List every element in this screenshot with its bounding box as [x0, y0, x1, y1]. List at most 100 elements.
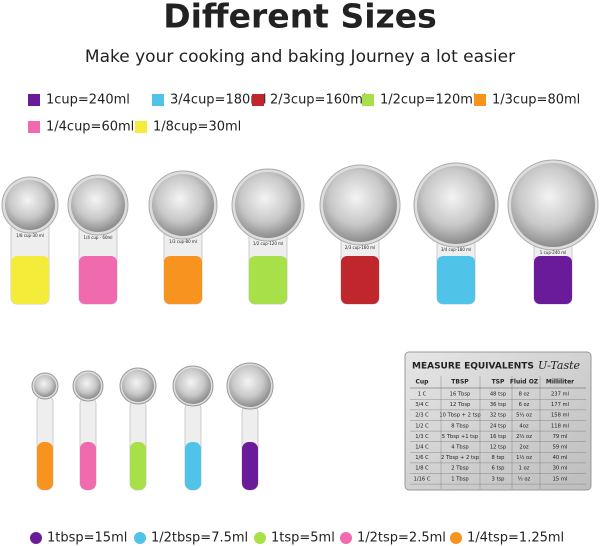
- table-cell: 8 oz: [519, 392, 530, 398]
- title: Different Sizes: [163, 0, 437, 36]
- table-cell: 10 Tbsp + 2 tsp: [439, 413, 481, 419]
- table-cell: 2/3 C: [415, 413, 429, 419]
- table-cell: 30 ml: [553, 466, 568, 472]
- spoon-grip: [130, 442, 146, 490]
- table-cell: 48 tsp: [490, 392, 507, 398]
- legend-dot: [450, 532, 462, 544]
- table-cell: 12 Tbsp: [450, 402, 471, 408]
- subtitle: Make your cooking and baking Journey a l…: [85, 47, 515, 67]
- legend-label: 1/4cup=60ml: [46, 120, 134, 135]
- table-cell: 16 tsp: [490, 434, 507, 440]
- table-plate: [404, 351, 592, 491]
- legend-swatch: [474, 94, 486, 106]
- cup-engraving: 1/3 cup-80 ml: [169, 239, 197, 244]
- cup-engraving: 3/4 cup-180 ml: [441, 247, 471, 252]
- table-cell: 1/16 C: [414, 476, 431, 482]
- table-cell: 2 Tbsp + 2 tsp: [441, 455, 480, 461]
- legend-label: 1/2cup=120ml: [380, 93, 477, 108]
- spoon-bowl: [122, 370, 154, 402]
- table-brand: U-Taste: [538, 359, 581, 372]
- legend-label: 3/4cup=180ml: [170, 93, 267, 108]
- table-cell: 6 tsp: [492, 466, 506, 472]
- legend-label: 1cup=240ml: [46, 93, 130, 108]
- cup-engraving: 1 cup-240 ml: [540, 250, 566, 255]
- cup-bowl: [71, 178, 125, 232]
- legend-label: 1/2tsp=2.5ml: [357, 531, 446, 546]
- table-cell: 8 tsp: [492, 455, 506, 461]
- cup-grip: [341, 256, 379, 304]
- table-header: TBSP: [451, 379, 469, 386]
- legend-swatch: [28, 121, 40, 133]
- table-header: Milliliter: [546, 379, 574, 386]
- cup-engraving: 1/8 cup-30 ml: [16, 233, 44, 238]
- table-cell: 59 ml: [553, 445, 568, 451]
- legend-swatch: [28, 94, 40, 106]
- spoon-bowl: [75, 373, 101, 399]
- table-cell: ½ oz: [518, 475, 531, 482]
- table-cell: 5⅓ oz: [516, 413, 532, 419]
- legend-dot: [254, 532, 266, 544]
- table-cell: 237 ml: [551, 392, 569, 398]
- spoon-grip: [37, 442, 53, 490]
- table-cell: 1/2 C: [415, 423, 429, 429]
- legend-swatch: [152, 94, 164, 106]
- cup-bowl: [417, 166, 495, 244]
- table-cell: 6 oz: [519, 402, 530, 408]
- spoon-bowl: [175, 368, 211, 404]
- spoon-grip: [80, 442, 96, 490]
- legend-label: 1/8cup=30ml: [153, 120, 241, 135]
- table-cell: 2⅔ oz: [516, 434, 532, 440]
- cup-grip: [79, 256, 117, 304]
- table-title: MEASURE EQUIVALENTS: [412, 362, 534, 372]
- legend-label: 1tsp=5ml: [271, 531, 335, 546]
- table-header: Fluid OZ: [510, 379, 539, 386]
- table-cell: 1 oz: [519, 466, 530, 472]
- cup-engraving: 1/2 cup-120 ml: [253, 241, 283, 246]
- cup-engraving: 1/4 cup - 60ml: [83, 235, 112, 240]
- table-cell: 177 ml: [551, 402, 569, 408]
- spoon-grip: [185, 442, 201, 490]
- legend-dot: [340, 532, 352, 544]
- table-cell: 1/8 C: [415, 466, 429, 472]
- table-cell: 15 ml: [553, 476, 568, 482]
- table-cell: 36 tsp: [490, 402, 507, 408]
- table-cell: 79 ml: [553, 434, 568, 440]
- cup-grip: [437, 256, 475, 304]
- table-cell: 12 tsp: [490, 445, 507, 451]
- legend-label: 2/3cup=160ml: [270, 93, 367, 108]
- table-cell: 2oz: [519, 445, 528, 451]
- table-cell: 1/6 C: [415, 455, 429, 461]
- table-header: Cup: [416, 379, 430, 386]
- legend-label: 1/2tbsp=7.5ml: [151, 531, 248, 546]
- spoon-grip: [242, 442, 258, 490]
- table-cell: 118 ml: [551, 423, 569, 429]
- table-cell: 4 Tbsp: [451, 445, 469, 451]
- table-cell: 1/3 C: [415, 434, 429, 440]
- legend-label: 1/3cup=80ml: [492, 93, 580, 108]
- legend-swatch: [362, 94, 374, 106]
- legend-dot: [30, 532, 42, 544]
- cup-grip: [249, 256, 287, 304]
- cup-grip: [164, 256, 202, 304]
- cup-bowl: [152, 174, 214, 236]
- table-cell: 24 tsp: [490, 423, 507, 429]
- legend-label: 1/4tsp=1.25ml: [467, 531, 564, 546]
- cup-bowl: [511, 163, 595, 247]
- table-cell: 3 tsp: [492, 476, 506, 482]
- legend-dot: [134, 532, 146, 544]
- cup-grip: [534, 256, 572, 304]
- cup-bowl: [323, 168, 397, 242]
- table-cell: 1⅓ oz: [516, 455, 532, 461]
- table-cell: 158 ml: [551, 413, 569, 419]
- table-cell: 40 ml: [553, 455, 568, 461]
- spoon-bowl: [34, 375, 56, 397]
- table-cell: 8 Tbsp: [451, 423, 469, 429]
- table-cell: 5 Tbsp +1 tsp: [442, 434, 479, 440]
- table-cell: 32 tsp: [490, 413, 507, 419]
- legend-label: 1tbsp=15ml: [47, 531, 127, 546]
- cup-grip: [11, 256, 49, 304]
- table-cell: 1/4 C: [415, 445, 429, 451]
- table-header: TSP: [492, 379, 505, 386]
- table-cell: 4oz: [519, 423, 528, 429]
